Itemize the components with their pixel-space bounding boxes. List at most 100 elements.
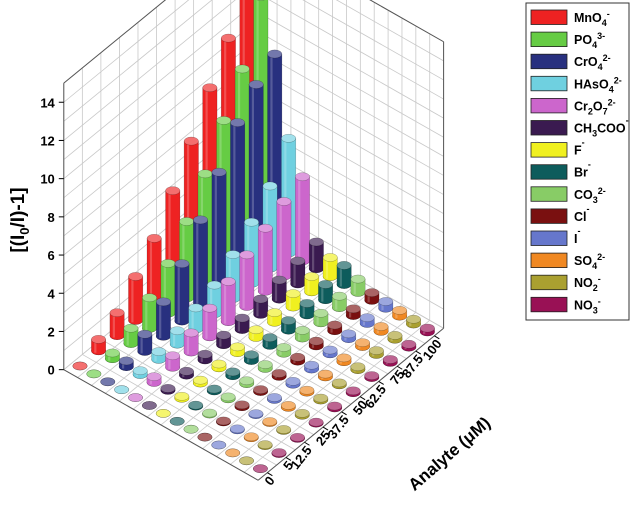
bar-7-6 (281, 316, 296, 335)
bar-top (128, 272, 144, 281)
legend-entry: CO32- (574, 186, 606, 205)
bar-top (327, 401, 343, 411)
bar-10-1 (229, 424, 245, 435)
bar-5-0 (141, 401, 157, 410)
bar-top (355, 338, 370, 348)
bar-top (281, 316, 296, 325)
bar-top (216, 330, 232, 340)
bar-top (373, 322, 389, 331)
bar-top (100, 377, 116, 387)
bar-top (169, 326, 185, 336)
y-tick-label: 6 (48, 248, 55, 263)
bar-top (165, 186, 181, 196)
bar-7-9 (336, 261, 352, 289)
bar-top (114, 385, 130, 395)
bar-top (285, 376, 301, 386)
x-tick-label: 0 (261, 473, 277, 488)
legend-swatch (530, 120, 568, 136)
bar-top (202, 303, 218, 313)
bar-top (318, 280, 334, 289)
bar-top (160, 259, 176, 268)
bar-9-0 (197, 432, 213, 442)
bar-7-4 (243, 350, 259, 365)
grid-line (302, 0, 444, 81)
x-tick-mark (267, 472, 273, 477)
bar-top (141, 401, 157, 410)
bar-12-3 (294, 408, 310, 420)
bar-6-6 (267, 308, 283, 327)
bar-top (183, 136, 199, 146)
bar-top (359, 313, 375, 323)
bar-0-1 (91, 334, 107, 356)
bar-top (160, 384, 176, 393)
y-axis-label: [(I0/I)-1] (8, 187, 32, 252)
bar-10-6 (322, 345, 338, 359)
bar-top (262, 181, 278, 191)
bar-6-8 (304, 272, 320, 297)
bar-8-0 (183, 424, 199, 434)
bar-top (183, 328, 199, 338)
bar-4-3 (183, 328, 199, 357)
bar-top (280, 401, 296, 410)
bar-0-3 (128, 272, 144, 325)
bar-13-0 (252, 464, 268, 474)
bar-10-2 (248, 409, 264, 419)
bar-top (234, 400, 250, 410)
bar-7-2 (206, 384, 222, 396)
bar-7-1 (188, 400, 204, 411)
bar-top (382, 355, 398, 364)
bar-top (271, 275, 287, 285)
grid-line (63, 26, 250, 179)
bar-1-3 (142, 293, 157, 333)
legend-entry: HAsO42- (574, 75, 622, 94)
bar-11-0 (225, 448, 241, 458)
bar-top (179, 366, 194, 376)
bar-top (253, 294, 269, 304)
bar-top (256, 0, 266, 1)
legend: MnO4- PO43- CrO42- HAsO42- Cr2O72-CH3COO-F-B… (525, 2, 630, 321)
bar-6-7 (285, 289, 301, 312)
bar-5-4 (216, 330, 232, 350)
bar-top (378, 297, 394, 306)
bar-top (202, 408, 218, 418)
bar-top (132, 366, 148, 376)
bar-top (137, 329, 153, 339)
bar-1-2 (123, 323, 139, 348)
x-tick-mark (341, 411, 347, 416)
bar-7-0 (169, 416, 185, 426)
bar-top (387, 331, 403, 340)
bar-top (368, 346, 384, 355)
bar-top (248, 409, 264, 418)
bar-top (290, 352, 306, 362)
bar-8-2 (220, 392, 236, 404)
axis-edge (369, 0, 444, 43)
bar-top (72, 361, 88, 371)
legend-swatch (530, 230, 568, 246)
bar-8-8 (331, 291, 347, 312)
bar-top (350, 362, 366, 372)
bar-2-1 (118, 356, 134, 371)
bar-12-5 (331, 378, 347, 390)
y-tick-label: 0 (48, 363, 55, 378)
bar-12-6 (350, 362, 366, 374)
bar-0-2 (109, 308, 125, 340)
bar-top (285, 289, 301, 298)
bar-1-0 (86, 369, 102, 379)
bar-12-9 (406, 314, 421, 329)
y-tick-label: 12 (40, 133, 54, 148)
bar-top (169, 416, 185, 426)
bar-top (317, 369, 333, 379)
bar-7-5 (262, 333, 278, 350)
bar-5-8 (290, 256, 306, 289)
bar-top (244, 217, 259, 227)
bar-top (262, 417, 278, 426)
grid-line (268, 0, 444, 100)
bar-top (239, 456, 255, 466)
bar-5-2 (179, 366, 194, 380)
legend-box (525, 2, 630, 321)
legend-entry: NO2- (574, 274, 601, 293)
bar-11-4 (299, 385, 315, 397)
bar-top (271, 448, 287, 457)
bar-top (225, 250, 241, 259)
legend-swatch (530, 274, 568, 291)
